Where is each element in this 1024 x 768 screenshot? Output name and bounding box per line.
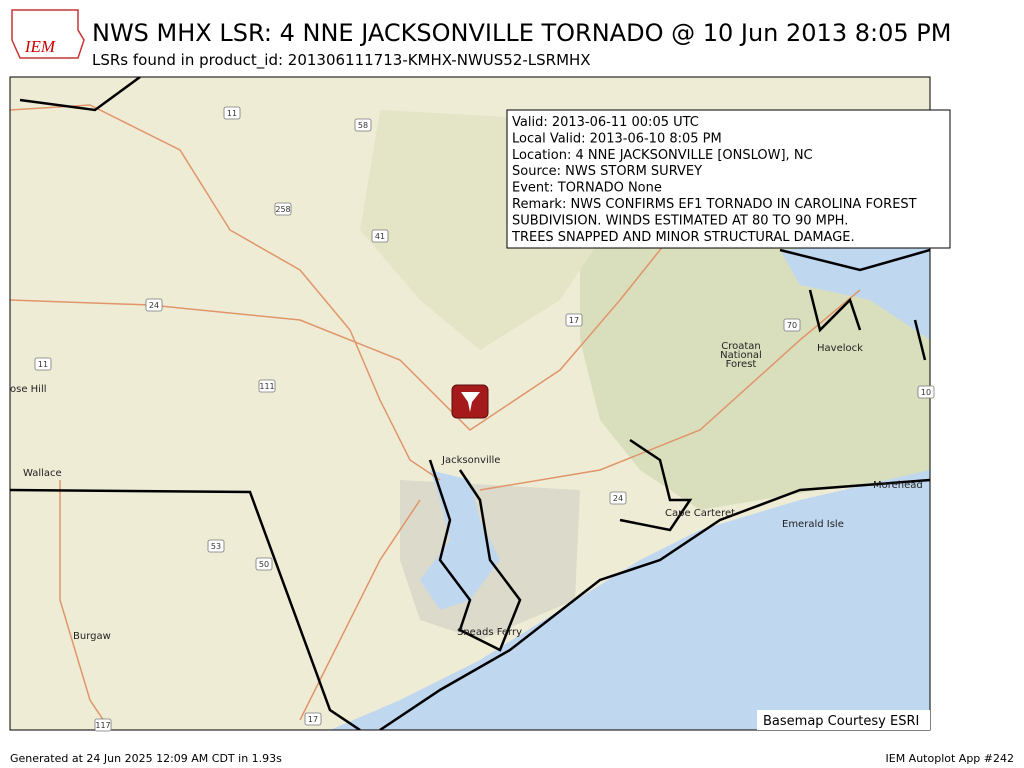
route-label: 24 <box>149 301 159 310</box>
route-shield <box>34 357 52 371</box>
route-label: 17 <box>308 715 318 724</box>
route-label: 70 <box>787 321 797 330</box>
route-label: 11 <box>227 109 237 118</box>
route-shield <box>258 379 276 393</box>
place-label: ose Hill <box>10 384 47 395</box>
route-shield <box>565 313 583 327</box>
route-label: 11 <box>38 360 48 369</box>
place-label: Wallace <box>23 468 62 479</box>
route-label: 117 <box>95 721 110 730</box>
route-label: 111 <box>259 382 274 391</box>
place-label: Emerald Isle <box>782 519 844 530</box>
popup-line: Source: NWS STORM SURVEY <box>512 164 702 179</box>
subtitle: LSRs found in product_id: 201306111713-K… <box>92 51 591 70</box>
title: NWS MHX LSR: 4 NNE JACKSONVILLE TORNADO … <box>92 19 951 47</box>
popup-line: Local Valid: 2013-06-10 8:05 PM <box>512 131 722 146</box>
route-label: 50 <box>259 560 269 569</box>
route-shield <box>207 539 225 553</box>
route-shield <box>274 202 292 216</box>
route-shield <box>917 385 935 399</box>
place-label: Havelock <box>817 343 863 354</box>
route-label: 24 <box>613 494 623 503</box>
place-label: Forest <box>726 359 757 370</box>
map: Jacksonville Cape Carteret Emerald Isle … <box>9 76 951 732</box>
route-shield <box>145 298 163 312</box>
place-label: Morehead <box>873 480 923 491</box>
place-label: National <box>720 350 762 361</box>
route-label: 41 <box>375 232 385 241</box>
route-shield <box>783 318 801 332</box>
route-shield <box>304 712 322 726</box>
place-label: Cape Carteret <box>665 508 735 519</box>
route-shield <box>255 557 273 571</box>
route-label: 17 <box>569 316 579 325</box>
route-shield <box>354 118 372 132</box>
logo: IEM <box>11 9 85 59</box>
popup-line: Remark: NWS CONFIRMS EF1 TORNADO IN CARO… <box>512 197 917 212</box>
basemap-credit: Basemap Courtesy ESRI <box>763 714 919 729</box>
place-label: Sneads Ferry <box>457 627 522 638</box>
route-label: 53 <box>211 542 221 551</box>
popup-line: Event: TORNADO None <box>512 181 662 196</box>
popup-line: TREES SNAPPED AND MINOR STRUCTURAL DAMAG… <box>511 230 855 245</box>
place-label: Jacksonville <box>441 455 500 466</box>
popup-line: SUBDIVISION. WINDS ESTIMATED AT 80 TO 90… <box>512 213 848 228</box>
footer-right: IEM Autoplot App #242 <box>886 752 1015 765</box>
route-label: 58 <box>358 121 368 130</box>
popup <box>506 109 951 249</box>
route-shield <box>223 106 241 120</box>
route-shield <box>371 229 389 243</box>
route-shield <box>609 491 627 505</box>
place-label: Croatan <box>721 341 761 352</box>
popup-line: Valid: 2013-06-11 00:05 UTC <box>512 115 699 130</box>
route-label: 258 <box>275 205 290 214</box>
tornado-marker[interactable] <box>451 384 489 419</box>
route-shield <box>94 718 112 732</box>
route-label: 10 <box>921 388 931 397</box>
logo-text: IEM <box>24 37 56 56</box>
place-label: Burgaw <box>73 631 111 642</box>
footer-left: Generated at 24 Jun 2025 12:09 AM CDT in… <box>10 752 282 765</box>
popup-line: Location: 4 NNE JACKSONVILLE [ONSLOW], N… <box>512 148 813 163</box>
